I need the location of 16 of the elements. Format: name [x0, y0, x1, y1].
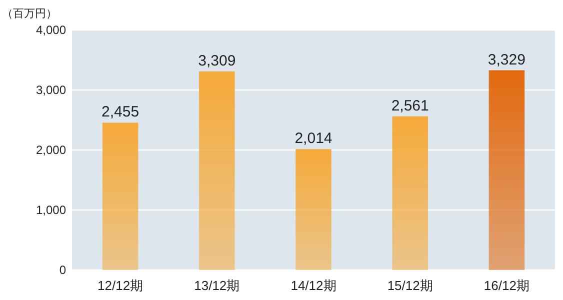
y-tick-label: 4,000	[36, 23, 66, 37]
y-tick-label: 0	[59, 263, 66, 277]
x-tick-label: 13/12期	[194, 278, 240, 293]
data-label: 2,561	[391, 97, 429, 114]
x-tick-label: 16/12期	[484, 278, 530, 293]
x-tick-label: 12/12期	[98, 278, 144, 293]
data-label: 3,329	[488, 51, 526, 68]
y-tick-label: 3,000	[36, 83, 66, 97]
y-tick-label: 2,000	[36, 143, 66, 157]
data-label: 2,455	[102, 104, 140, 121]
data-label: 3,309	[198, 52, 236, 70]
x-tick-label: 15/12期	[387, 278, 433, 293]
y-tick-label: 1,000	[36, 203, 66, 217]
data-label: 2,014	[294, 130, 332, 148]
x-tick-label: 14/12期	[290, 278, 336, 293]
y-axis-title: （百万円）	[2, 8, 57, 20]
